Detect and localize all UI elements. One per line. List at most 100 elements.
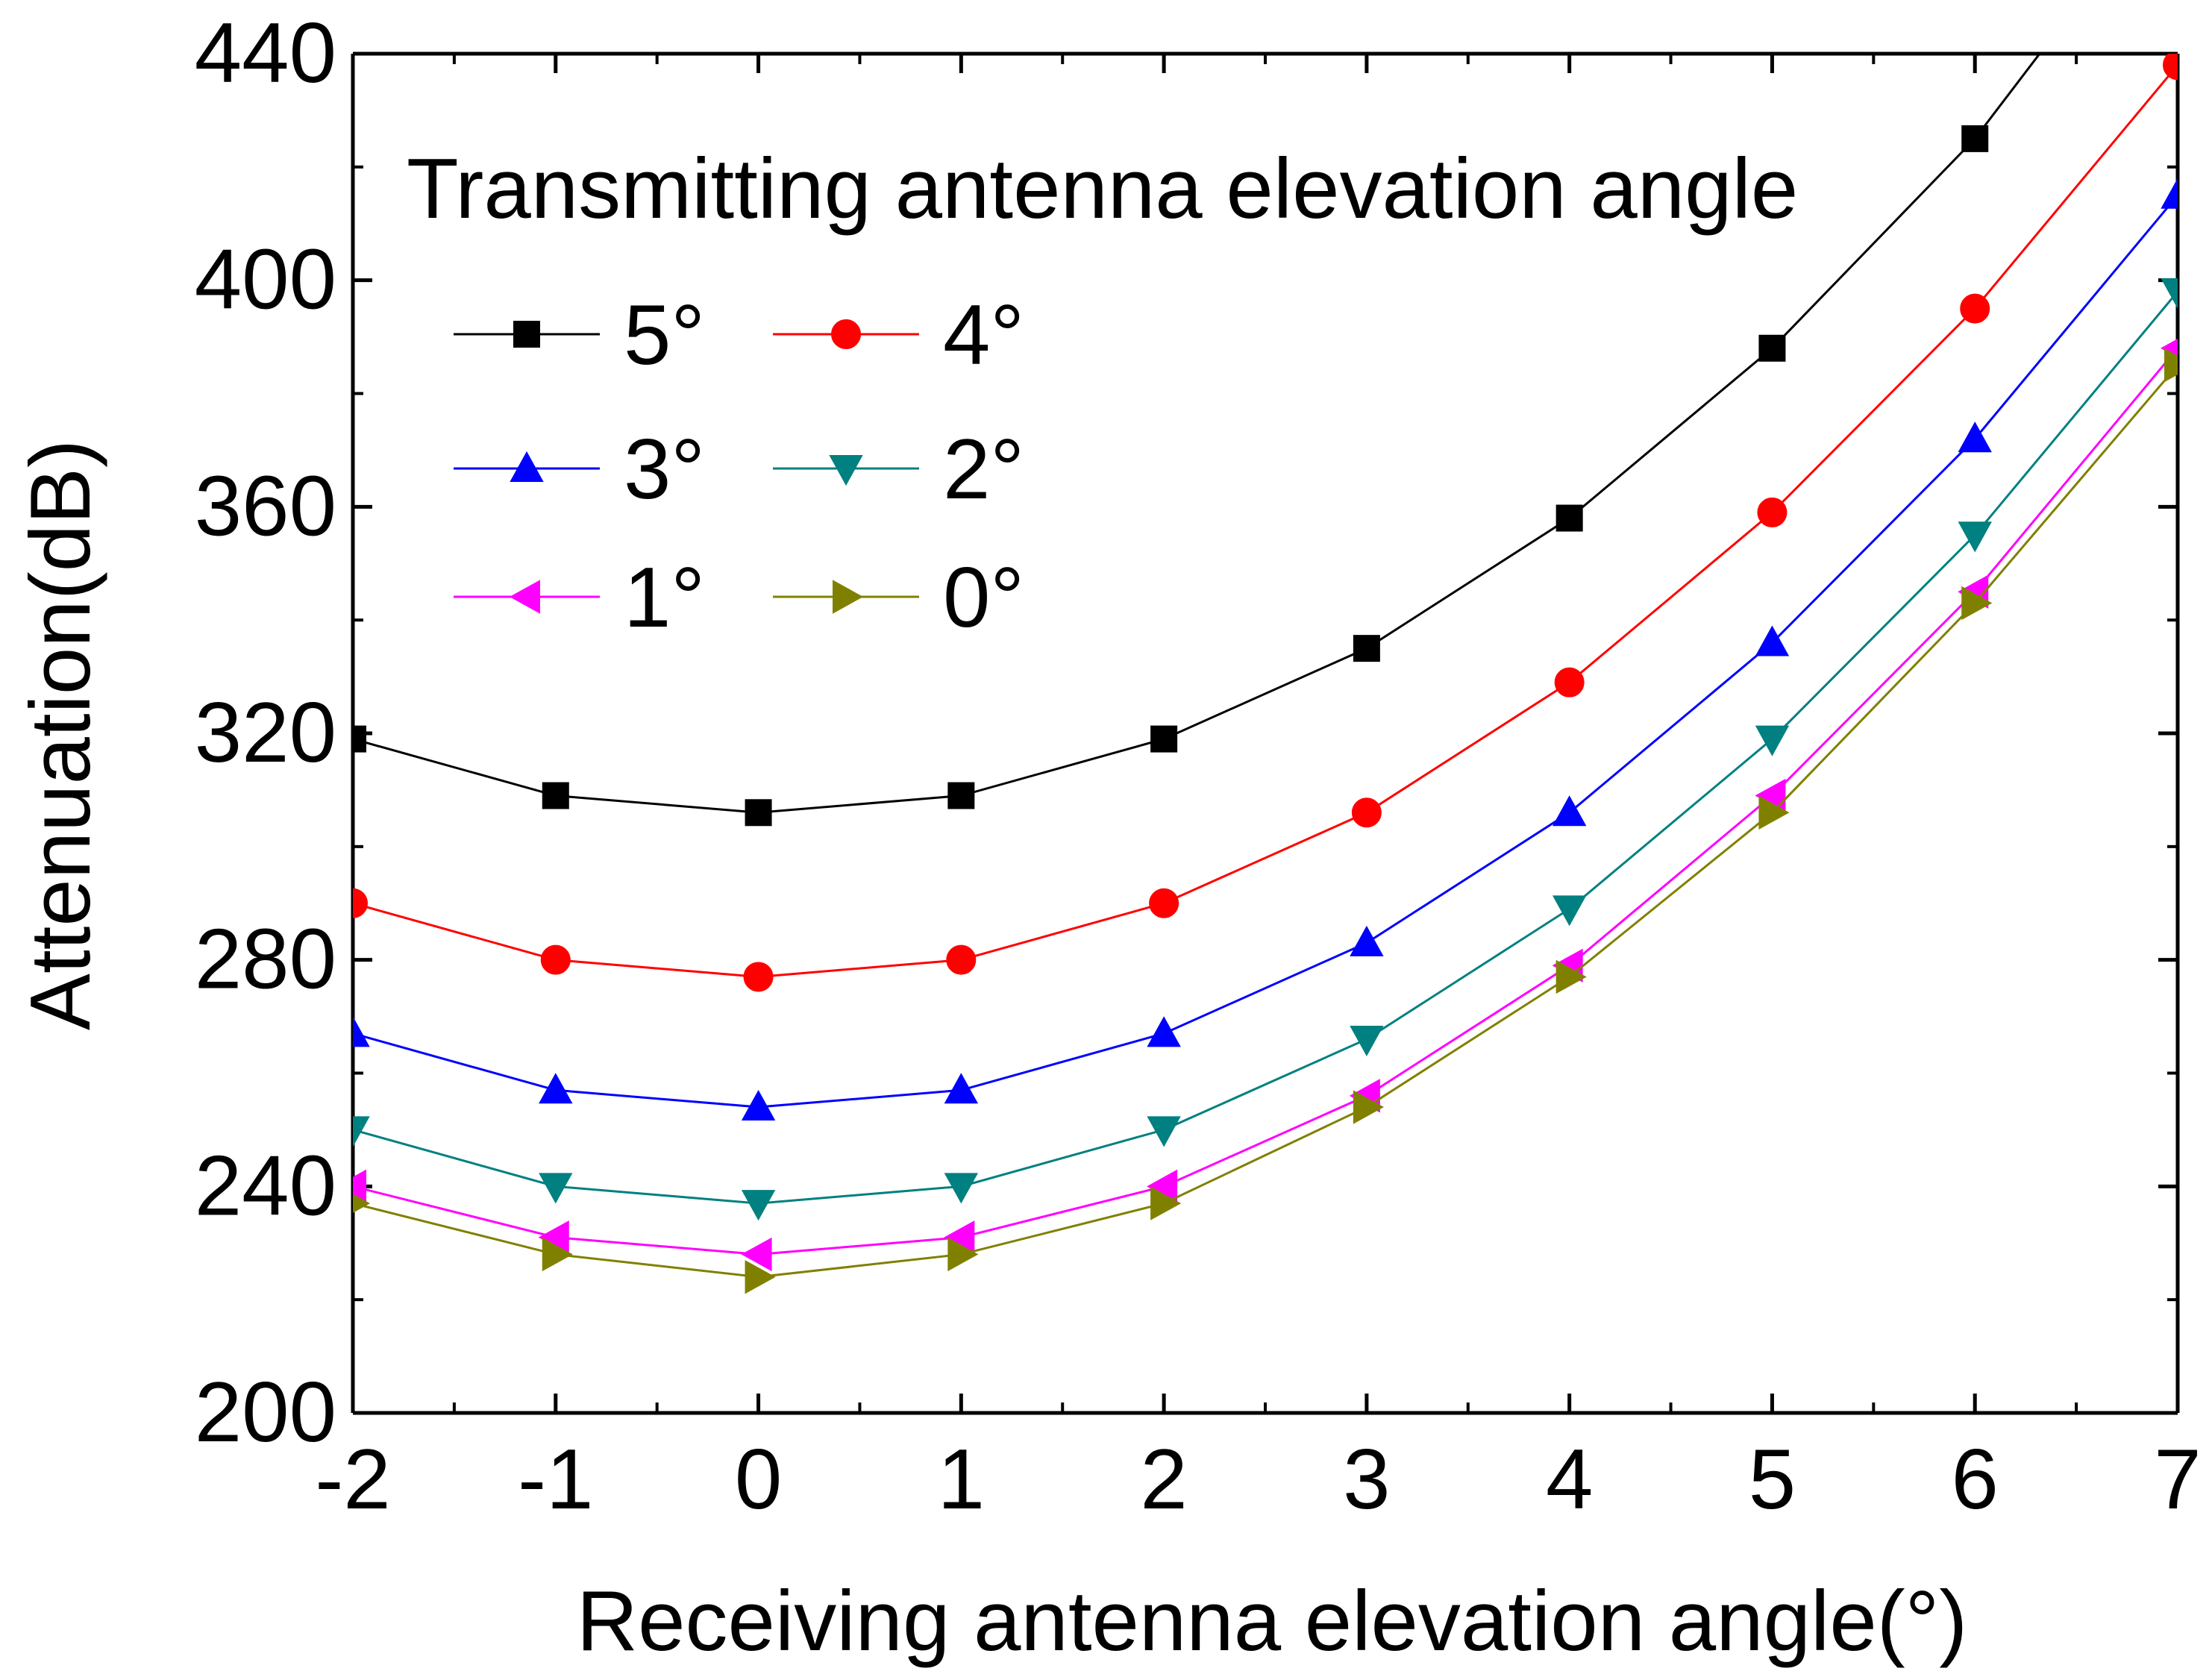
y-tick-label: 400 <box>195 233 336 327</box>
data-point <box>2163 54 2178 81</box>
data-point <box>1150 725 1178 753</box>
axes <box>351 51 2180 1415</box>
y-axis-ticks: 200 240 280 320 360 400 440 <box>195 6 2178 1460</box>
series-line <box>353 54 2041 814</box>
x-tick-label: 5 <box>1749 1432 1796 1527</box>
data-point <box>946 944 977 975</box>
legend-marker <box>509 580 540 614</box>
x-axis-label: Receiving antenna elevation angle(°) <box>577 1574 1967 1669</box>
x-tick-label: 1 <box>938 1432 985 1527</box>
legend-label: 3° <box>624 422 705 517</box>
data-point <box>542 782 569 809</box>
legend-item: 4° <box>773 288 1024 383</box>
data-point <box>745 799 772 827</box>
legend-marker <box>833 580 864 614</box>
data-point <box>1353 1090 1384 1124</box>
data-point <box>1350 925 1384 956</box>
data-point <box>1150 1186 1182 1220</box>
data-point <box>1758 334 1786 362</box>
data-point <box>741 1089 776 1121</box>
legend-marker <box>513 321 540 348</box>
series-line <box>353 364 2178 1279</box>
legend-item: 1° <box>454 551 705 645</box>
legend-label: 5° <box>624 288 705 383</box>
series-1 <box>353 54 2178 992</box>
series-line <box>353 347 2178 1256</box>
y-tick-label: 320 <box>195 686 336 780</box>
x-tick-label: -1 <box>518 1432 593 1527</box>
series-5 <box>353 348 2178 1294</box>
data-point <box>1961 125 1989 152</box>
data-point <box>353 1169 366 1204</box>
data-point <box>1353 635 1380 662</box>
data-point <box>542 1237 573 1272</box>
legend-marker <box>510 451 544 482</box>
legend-item: 3° <box>454 422 705 517</box>
data-point <box>2161 278 2178 309</box>
data-point <box>540 944 571 975</box>
legend-marker <box>831 319 861 349</box>
legend-item: 0° <box>773 551 1024 645</box>
series-line <box>353 194 2178 1109</box>
data-point <box>1757 497 1788 527</box>
series-2 <box>353 178 2178 1121</box>
y-tick-label: 200 <box>195 1365 336 1460</box>
x-axis-ticks: -2 -1 0 1 2 3 4 5 6 7 <box>315 54 2202 1527</box>
legend: Transmitting antenna elevation angle 5° 4… <box>407 142 1798 645</box>
data-point <box>1958 421 1992 453</box>
legend-title: Transmitting antenna elevation angle <box>407 142 1798 236</box>
series-0 <box>353 54 2041 827</box>
x-tick-label: 6 <box>1952 1432 1999 1527</box>
data-point <box>2164 348 2178 383</box>
data-point <box>1960 293 1990 324</box>
data-point <box>353 1194 371 1213</box>
data-point <box>745 1260 776 1294</box>
data-point <box>1961 586 1993 621</box>
data-point <box>1554 667 1585 698</box>
series-line <box>353 290 2178 1205</box>
data-point <box>1958 521 1992 553</box>
data-point <box>1147 1116 1181 1147</box>
data-point <box>944 1073 979 1104</box>
y-tick-label: 240 <box>195 1138 336 1233</box>
legend-label: 4° <box>943 288 1024 383</box>
series-3 <box>353 278 2178 1221</box>
data-point <box>1350 1025 1384 1057</box>
legend-marker <box>829 455 863 486</box>
data-point <box>353 888 368 918</box>
data-point <box>741 1190 776 1221</box>
data-point <box>1552 895 1587 927</box>
data-point <box>947 1237 979 1272</box>
data-point <box>2161 178 2178 209</box>
data-point <box>1147 1016 1181 1047</box>
data-point <box>539 1073 573 1104</box>
x-tick-label: 2 <box>1140 1432 1187 1527</box>
y-tick-label: 440 <box>195 6 336 101</box>
data-point <box>1351 797 1382 828</box>
legend-label: 0° <box>943 551 1024 645</box>
data-point <box>539 1173 573 1204</box>
data-point <box>1555 959 1587 994</box>
x-tick-label: 7 <box>2154 1432 2201 1527</box>
data-point <box>741 1237 772 1272</box>
legend-items: 5° 4° 3° 2° 1° 0° <box>454 288 1024 645</box>
data-point <box>353 1116 370 1147</box>
data-point <box>1755 625 1790 656</box>
data-point <box>947 782 975 809</box>
series-layer <box>353 54 2178 1294</box>
data-point <box>1552 795 1587 827</box>
legend-label: 1° <box>624 551 705 645</box>
y-axis-label: Attenuation(dB) <box>13 439 108 1030</box>
data-point <box>743 962 774 992</box>
y-tick-label: 360 <box>195 459 336 554</box>
legend-item: 2° <box>773 422 1024 517</box>
x-tick-label: 0 <box>735 1432 782 1527</box>
data-point <box>353 725 366 753</box>
x-tick-label: 4 <box>1546 1432 1593 1527</box>
data-point <box>1149 888 1179 918</box>
data-point <box>944 1173 979 1204</box>
legend-label: 2° <box>943 422 1024 517</box>
data-point <box>353 1016 370 1047</box>
y-tick-label: 280 <box>195 912 336 1007</box>
